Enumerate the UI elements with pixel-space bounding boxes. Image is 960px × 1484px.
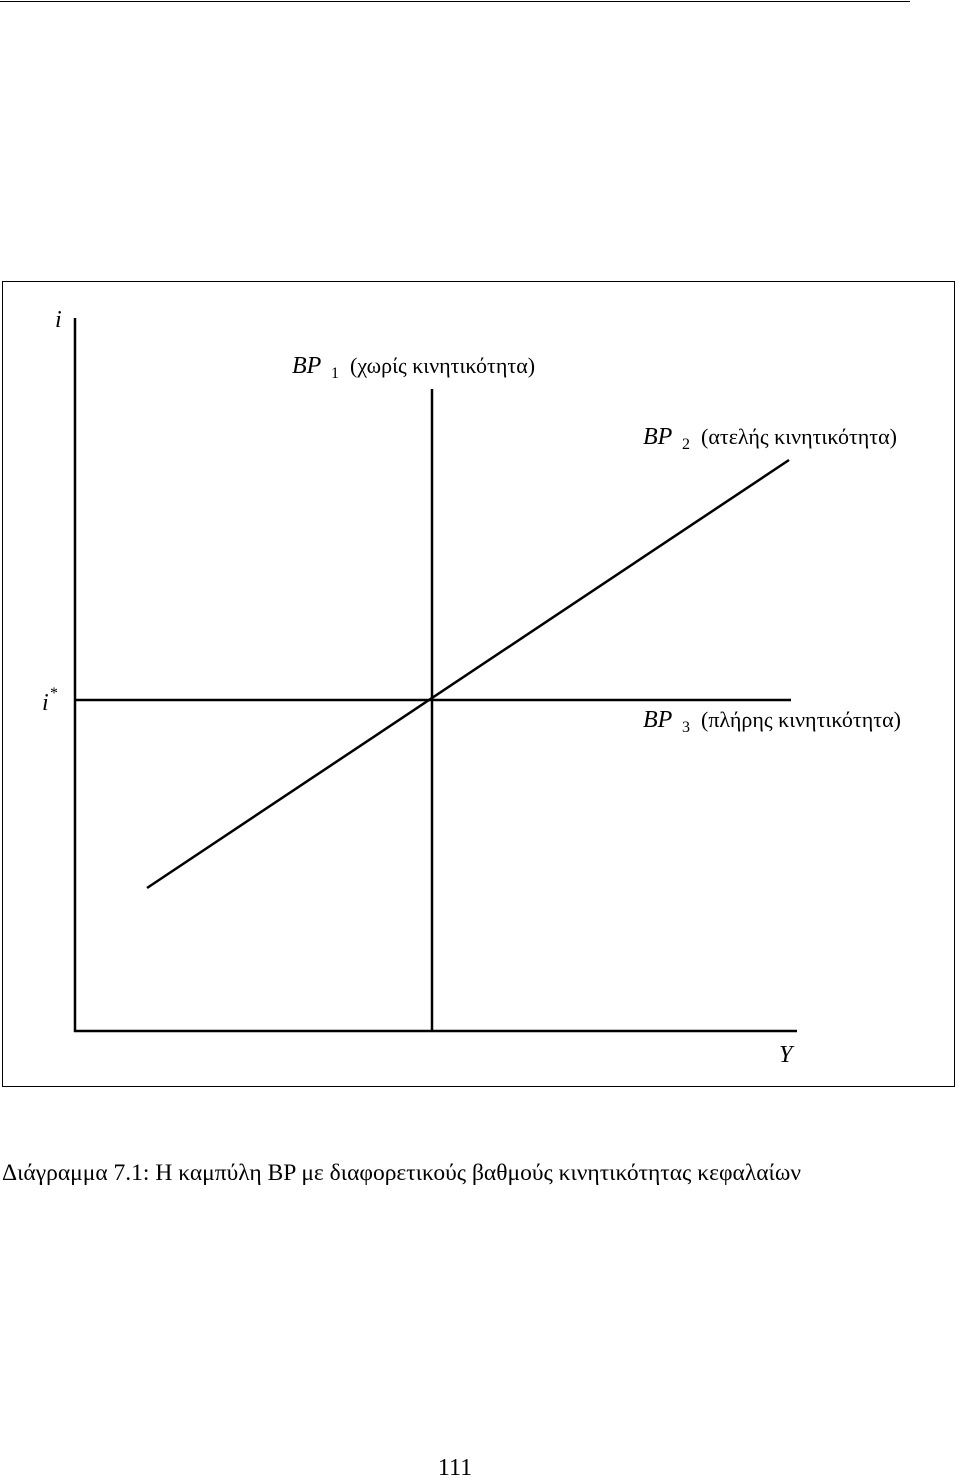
- page-number: 111: [437, 1455, 473, 1481]
- bp2-description: (ατελής κινητικότητα): [701, 424, 897, 449]
- bp3-subscript: 3: [682, 719, 690, 736]
- bp3-symbol: BP: [643, 707, 673, 733]
- header-rule: [0, 1, 910, 2]
- i-star-superscript: *: [50, 685, 58, 702]
- bp2-line: [146, 458, 790, 890]
- caption-text: Η καμπύλη BP με διαφορετικούς βαθμούς κι…: [155, 1160, 801, 1186]
- bp3-description: (πλήρης κινητικότητα): [701, 707, 901, 732]
- bp-curves-diagram: i i * Y BP 1 (χωρίς κινητικότητα) BP 2 (…: [42, 307, 901, 1068]
- bp2-label: BP 2 (ατελής κινητικότητα): [643, 424, 897, 453]
- x-axis-label: Y: [779, 1042, 795, 1068]
- bp2-subscript: 2: [682, 436, 690, 453]
- bp2-symbol: BP: [643, 424, 673, 450]
- i-star-symbol: i: [42, 690, 49, 716]
- bp1-description: (χωρίς κινητικότητα): [350, 353, 535, 378]
- figure-caption: Διάγραμμα 7.1: Η καμπύλη BP με διαφορετι…: [2, 1158, 960, 1188]
- bp1-label: BP 1 (χωρίς κινητικότητα): [292, 353, 535, 382]
- bp1-symbol: BP: [292, 353, 322, 379]
- y-axis-label: i: [55, 307, 62, 333]
- figure-frame: [2, 281, 955, 1087]
- caption-label: Διάγραμμα 7.1:: [2, 1160, 150, 1186]
- i-star-label: i *: [42, 685, 58, 716]
- bp3-label: BP 3 (πλήρης κινητικότητα): [643, 707, 901, 736]
- bp1-subscript: 1: [331, 365, 339, 382]
